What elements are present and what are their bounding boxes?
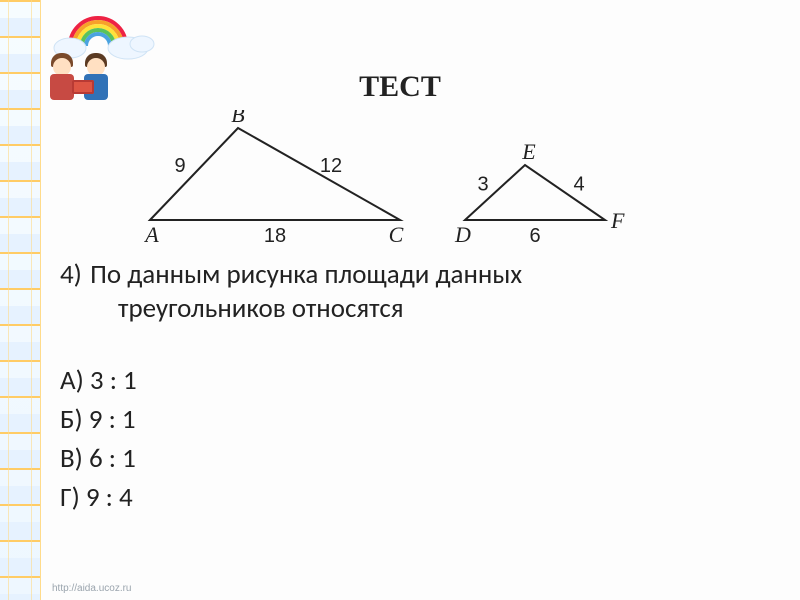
footer-url: http://aida.ucoz.ru (52, 583, 132, 594)
page-title: ТЕСТ (0, 70, 800, 104)
svg-text:6: 6 (529, 225, 540, 245)
question-line1: По данным рисунка площади данных (90, 258, 522, 291)
option-a[interactable]: А) 3 : 1 (60, 364, 137, 397)
svg-text:12: 12 (320, 155, 342, 177)
answer-options: А) 3 : 1 Б) 9 : 1 В) 6 : 1 Г) 9 : 4 (60, 358, 137, 520)
option-c[interactable]: В) 6 : 1 (60, 442, 137, 475)
svg-text:C: C (389, 222, 404, 245)
svg-text:9: 9 (174, 155, 185, 177)
question-text: 4) По данным рисунка площади данных треу… (84, 258, 740, 326)
svg-text:18: 18 (264, 225, 286, 245)
question-number: 4) (60, 258, 84, 292)
question-line2: треугольников относятся (118, 292, 404, 325)
option-d[interactable]: Г) 9 : 4 (60, 481, 137, 514)
svg-text:E: E (521, 139, 536, 164)
svg-text:4: 4 (573, 174, 584, 196)
svg-text:B: B (231, 110, 244, 127)
triangles-diagram: A B C D E F 9 12 18 3 4 6 (120, 110, 680, 245)
svg-text:3: 3 (477, 174, 488, 196)
svg-text:A: A (143, 222, 159, 245)
svg-text:F: F (610, 208, 625, 233)
option-b[interactable]: Б) 9 : 1 (60, 403, 137, 436)
svg-text:D: D (454, 222, 471, 245)
